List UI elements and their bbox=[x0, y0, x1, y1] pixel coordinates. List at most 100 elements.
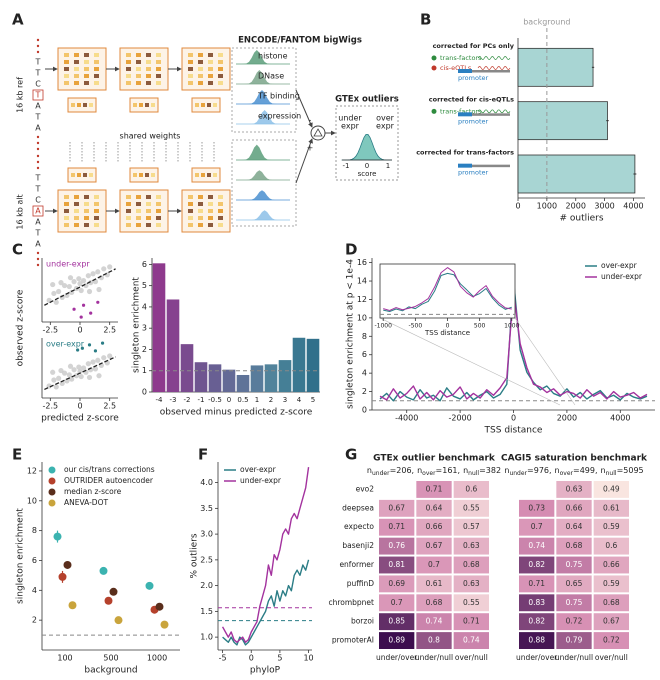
cnn-unit bbox=[188, 53, 193, 57]
cnn-pool bbox=[191, 97, 221, 113]
heatmap-cell bbox=[416, 575, 452, 593]
sequence-label: 16 kb alt bbox=[16, 194, 25, 229]
panel-label: G bbox=[345, 446, 357, 464]
gene-icon bbox=[472, 113, 510, 116]
heatmap-cell bbox=[379, 632, 415, 649]
point bbox=[77, 368, 83, 375]
bar bbox=[250, 365, 264, 392]
point bbox=[95, 357, 101, 363]
cell-value: 0.65 bbox=[566, 579, 583, 588]
cnn-unit bbox=[64, 60, 69, 64]
seq-dot bbox=[36, 135, 40, 139]
bar bbox=[180, 344, 194, 392]
cnn-unit bbox=[64, 74, 69, 78]
heatmap-cell bbox=[593, 518, 629, 536]
cnn-unit bbox=[74, 53, 79, 57]
x-tick-label: 1000 bbox=[147, 654, 167, 663]
y-tick-label: 0 bbox=[142, 388, 147, 397]
seq-dot bbox=[36, 257, 40, 261]
cnn-unit bbox=[195, 103, 199, 107]
cnn-unit bbox=[146, 81, 151, 85]
x-tick-label: 0 bbox=[249, 654, 254, 663]
cnn-unit bbox=[136, 53, 141, 57]
heatmap-cell bbox=[379, 537, 415, 555]
y-tick-label: 1 bbox=[142, 366, 147, 375]
point bbox=[53, 384, 59, 390]
seq-dot bbox=[36, 263, 40, 267]
legend-label: over-expr bbox=[601, 261, 638, 270]
y-axis-label: % outliers bbox=[190, 533, 200, 578]
cnn-unit bbox=[218, 53, 223, 57]
cell-value: 0.6 bbox=[605, 541, 617, 550]
score-label: score bbox=[358, 170, 377, 178]
cnn-unit bbox=[208, 216, 213, 220]
cnn-unit bbox=[218, 209, 223, 213]
row-label: promoterAI bbox=[332, 636, 374, 645]
series-line bbox=[383, 267, 512, 311]
cnn-unit bbox=[188, 60, 193, 64]
track-signal bbox=[236, 90, 288, 104]
subtitle-part: over bbox=[560, 470, 574, 477]
score-tick: 0 bbox=[365, 162, 369, 170]
x-tick-label: 4000 bbox=[610, 414, 630, 423]
bar bbox=[517, 101, 608, 141]
point bbox=[107, 264, 113, 270]
point bbox=[92, 366, 99, 372]
cnn-unit bbox=[83, 103, 87, 107]
cell-value: 0.7 bbox=[428, 560, 440, 569]
cnn-unit bbox=[156, 216, 161, 220]
legend-swatch bbox=[48, 499, 56, 507]
bar bbox=[166, 299, 180, 392]
cell-value: 0.63 bbox=[463, 579, 480, 588]
cell-value: 0.66 bbox=[603, 560, 620, 569]
point bbox=[51, 290, 57, 297]
cnn-unit bbox=[208, 202, 213, 206]
cnn-unit bbox=[133, 103, 137, 107]
cnn-unit bbox=[77, 173, 81, 177]
base-letter: A bbox=[35, 240, 41, 249]
panel-label: D bbox=[345, 241, 357, 259]
y-axis-label: singleton enrichment bbox=[16, 508, 26, 604]
cnn-unit bbox=[83, 173, 87, 177]
point bbox=[80, 365, 87, 371]
y-tick-label: 6 bbox=[362, 350, 367, 359]
heatmap-cell bbox=[556, 537, 592, 555]
category-note: promoter bbox=[458, 169, 488, 177]
cnn-unit bbox=[188, 209, 193, 213]
y-tick-label: 4 bbox=[362, 369, 367, 378]
heatmap-cell bbox=[593, 537, 629, 555]
strand-icon bbox=[477, 109, 511, 114]
x-axis-label: observed minus predicted z-score bbox=[160, 408, 313, 418]
point bbox=[72, 307, 76, 311]
promoter-icon bbox=[458, 163, 472, 168]
heatmap-cell bbox=[556, 518, 592, 536]
cnn-unit bbox=[146, 74, 151, 78]
heatmap-cell bbox=[416, 518, 452, 536]
cnn-unit bbox=[218, 195, 223, 199]
cnn-unit bbox=[156, 195, 161, 199]
cnn-unit bbox=[146, 53, 151, 57]
x-tick-label: 0.5 bbox=[237, 396, 248, 404]
cell-value: 0.8 bbox=[428, 636, 440, 645]
x-tick-label: 10 bbox=[303, 654, 313, 663]
column-label: under/null bbox=[415, 653, 453, 662]
series-line bbox=[222, 559, 310, 646]
point bbox=[51, 377, 57, 383]
point bbox=[63, 560, 72, 569]
cnn-unit bbox=[74, 74, 79, 78]
cnn-unit bbox=[145, 173, 149, 177]
heatmap-cell bbox=[593, 556, 629, 574]
cell-value: 0.82 bbox=[528, 617, 545, 626]
cnn-unit bbox=[218, 74, 223, 78]
y-axis-label: observed z-score bbox=[16, 289, 26, 366]
cnn-unit bbox=[213, 173, 217, 177]
trend-line bbox=[44, 356, 116, 391]
row-label: basenji2 bbox=[342, 541, 374, 550]
series-line bbox=[221, 467, 310, 643]
point bbox=[96, 300, 100, 304]
heatmap-cell bbox=[416, 632, 452, 649]
cnn-unit bbox=[126, 209, 131, 213]
cnn-unit bbox=[77, 103, 81, 107]
heatmap-cell bbox=[519, 518, 555, 536]
